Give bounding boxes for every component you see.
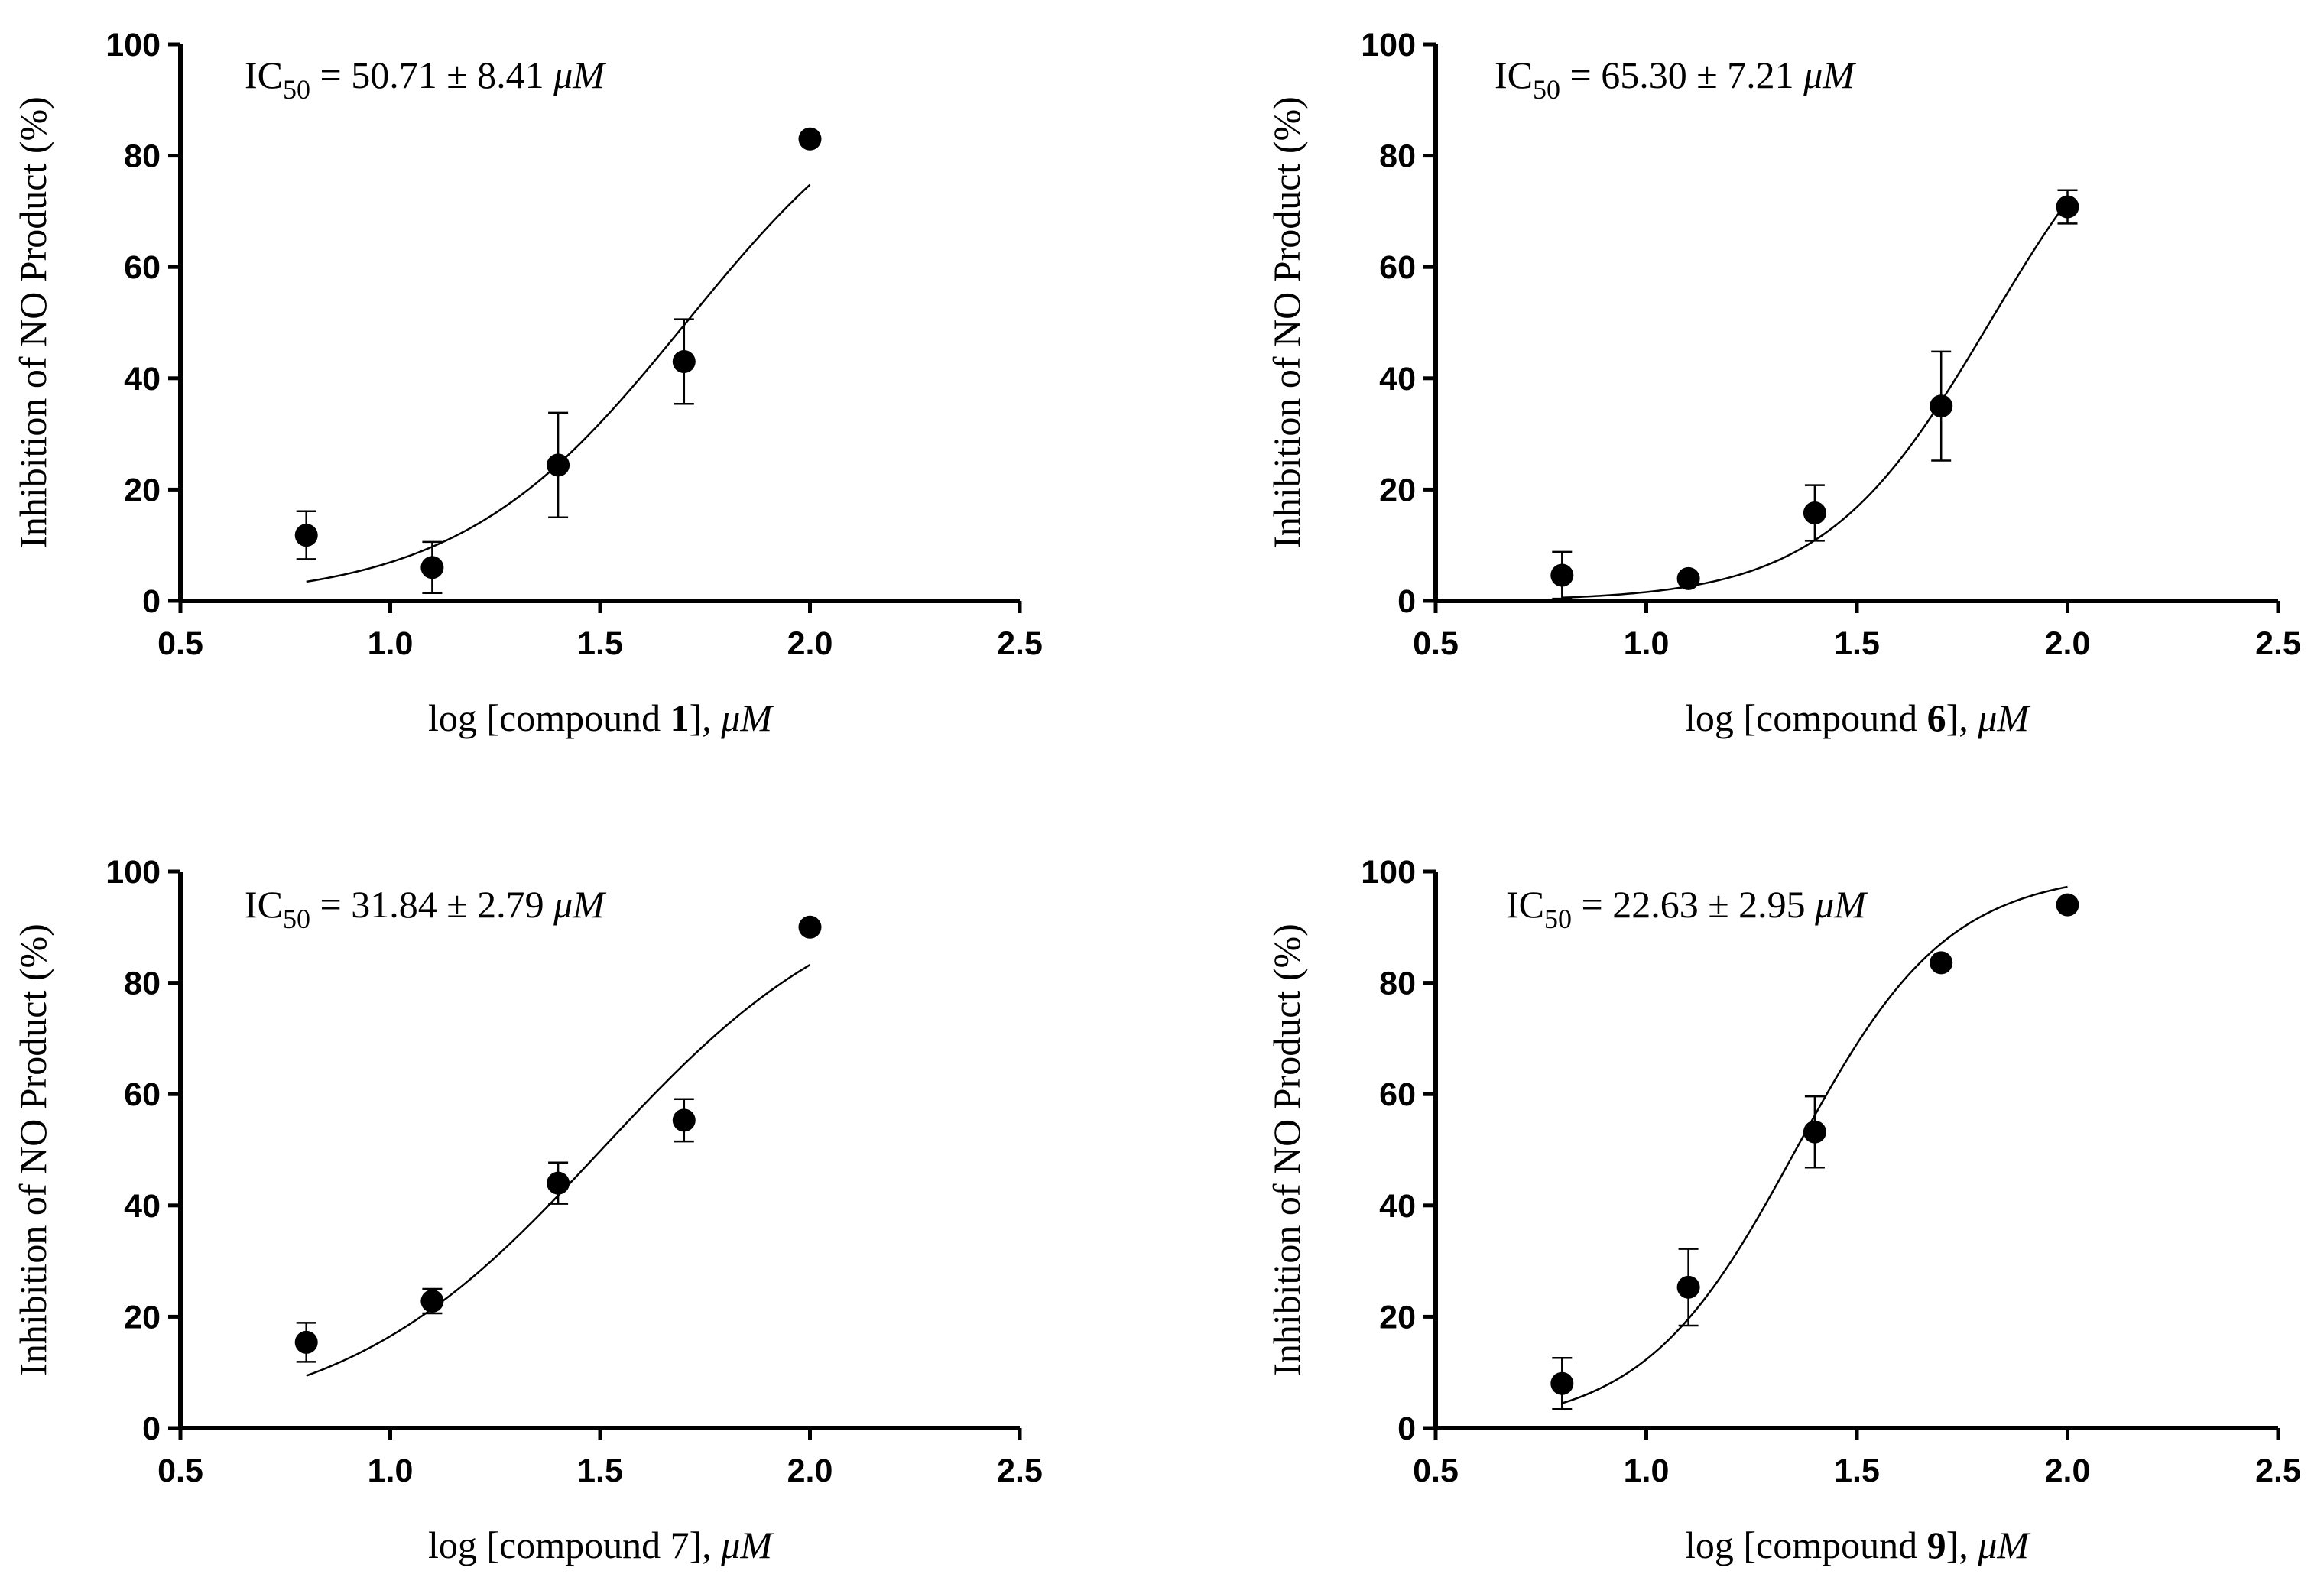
y-tick-label: 0 (1397, 1410, 1416, 1447)
data-point (2056, 893, 2079, 917)
x-axis-title: log [compound 7], μM (428, 1524, 774, 1566)
y-tick-label: 60 (124, 1076, 161, 1113)
x-tick-label: 2.5 (2255, 1453, 2301, 1489)
data-point (420, 1290, 444, 1313)
y-tick-label: 40 (124, 361, 161, 398)
data-point (2056, 195, 2079, 219)
y-tick-label: 0 (142, 1410, 161, 1447)
y-tick-label: 0 (142, 583, 161, 620)
x-tick-label: 0.5 (1413, 625, 1459, 662)
ic50-annotation: IC50 = 65.30 ± 7.21 μM (1495, 54, 1856, 105)
x-tick-label: 2.0 (2045, 625, 2091, 662)
chart-panel-3: 0 20 40 60 80 100 0.5 1.0 1.5 2.0 2.5 Inhibition of… (11, 854, 1043, 1566)
x-tick-label: 1.0 (1624, 1453, 1670, 1489)
y-tick-label: 20 (1379, 472, 1416, 508)
data-point (1803, 1120, 1826, 1144)
y-tick-label: 100 (1361, 854, 1416, 891)
x-tick-label: 1.5 (1834, 625, 1880, 662)
x-tick-label: 1.5 (577, 625, 623, 662)
y-axis-title: Inhibition of NO Product (%) (11, 96, 54, 549)
data-point (798, 127, 822, 151)
data-point (1676, 1275, 1700, 1299)
ic50-annotation: IC50 = 31.84 ± 2.79 μM (245, 883, 606, 934)
x-axis-title: log [compound 9], μM (1685, 1524, 2030, 1566)
data-point (420, 556, 444, 579)
y-axis-title: Inhibition of NO Product (%) (1265, 96, 1308, 549)
chart-panel-2: 0 20 40 60 80 100 0.5 1.0 1.5 2.0 2.5 Inhibition of… (1265, 27, 2301, 739)
data-point (1930, 951, 1953, 975)
data-point (672, 1108, 696, 1132)
x-tick-label: 2.5 (997, 625, 1043, 662)
data-point (672, 349, 696, 373)
x-tick-label: 1.5 (1834, 1453, 1880, 1489)
data-point (1803, 501, 1826, 524)
chart-panels: 0 20 40 60 80 100 0.5 1.0 1.5 2.0 2.5 Inhibition of… (11, 27, 2301, 1566)
y-tick-label: 60 (124, 249, 161, 286)
data-point (294, 1330, 318, 1354)
x-tick-label: 0.5 (1413, 1453, 1459, 1489)
x-tick-label: 2.5 (997, 1453, 1043, 1489)
y-tick-label: 40 (124, 1188, 161, 1225)
x-axis-title: log [compound 1], μM (428, 696, 774, 739)
y-tick-label: 80 (124, 138, 161, 175)
data-point (547, 453, 570, 477)
y-tick-label: 100 (105, 854, 161, 891)
chart-panel-1: 0 20 40 60 80 100 0.5 1.0 1.5 2.0 2.5 Inhibition of… (11, 27, 1043, 739)
x-tick-label: 0.5 (157, 1453, 203, 1489)
y-axis-title: Inhibition of NO Product (%) (11, 923, 54, 1376)
x-tick-label: 1.5 (577, 1453, 623, 1489)
x-tick-label: 1.0 (1624, 625, 1670, 662)
y-tick-label: 60 (1379, 249, 1416, 286)
data-point (1930, 394, 1953, 418)
x-tick-label: 1.0 (368, 625, 414, 662)
x-axis-title: log [compound 6], μM (1685, 696, 2030, 739)
data-point (547, 1171, 570, 1195)
x-tick-label: 2.5 (2255, 625, 2301, 662)
y-tick-label: 80 (124, 966, 161, 1002)
chart-panel-4: 0 20 40 60 80 100 0.5 1.0 1.5 2.0 2.5 Inhibition of… (1265, 854, 2301, 1566)
fit-curve (306, 183, 811, 583)
data-point (1550, 563, 1574, 587)
data-point (294, 524, 318, 547)
y-axis-title: Inhibition of NO Product (%) (1265, 923, 1308, 1376)
y-tick-label: 60 (1379, 1076, 1416, 1113)
data-point (1550, 1371, 1574, 1395)
y-tick-label: 100 (1361, 27, 1416, 63)
y-tick-label: 20 (124, 1299, 161, 1336)
ic50-annotation: IC50 = 50.71 ± 8.41 μM (245, 54, 606, 105)
y-tick-label: 100 (105, 27, 161, 63)
y-tick-label: 0 (1397, 583, 1416, 620)
ic50-annotation: IC50 = 22.63 ± 2.95 μM (1506, 883, 1868, 934)
y-tick-label: 20 (1379, 1299, 1416, 1336)
y-tick-label: 20 (124, 472, 161, 508)
x-tick-label: 2.0 (787, 1453, 833, 1489)
data-point (1676, 566, 1700, 590)
y-tick-label: 80 (1379, 138, 1416, 175)
y-tick-label: 80 (1379, 966, 1416, 1002)
x-tick-label: 2.0 (787, 625, 833, 662)
y-tick-label: 40 (1379, 361, 1416, 398)
x-tick-label: 0.5 (157, 625, 203, 662)
y-tick-label: 40 (1379, 1188, 1416, 1225)
x-tick-label: 1.0 (368, 1453, 414, 1489)
x-tick-label: 2.0 (2045, 1453, 2091, 1489)
data-point (798, 915, 822, 939)
